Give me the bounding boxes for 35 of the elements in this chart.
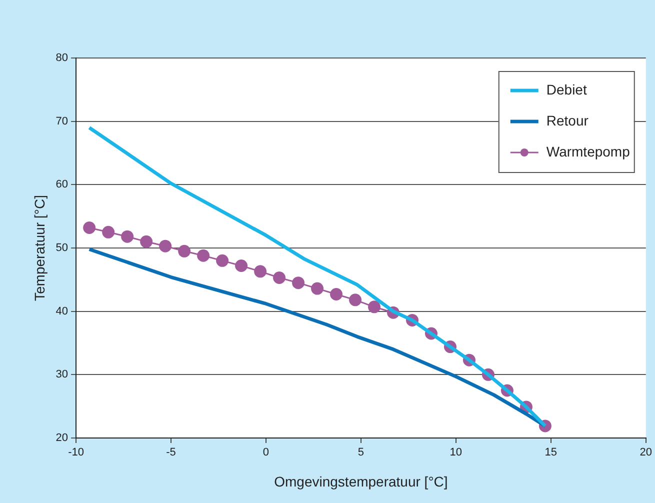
point: [273, 272, 286, 284]
point: [330, 288, 343, 300]
x-tick-label: -10: [68, 446, 84, 459]
legend-label: Retour: [546, 112, 589, 128]
legend-label: Debiet: [546, 81, 587, 98]
legend-label: Warmtepomp: [546, 143, 630, 160]
point: [292, 276, 305, 290]
point: [121, 230, 134, 243]
y-tick-label: 80: [56, 52, 68, 64]
x-tick-label: -5: [166, 446, 176, 459]
x-tick-label: 0: [262, 446, 270, 459]
y-tick-label: 50: [56, 242, 68, 254]
x-axis-title: Omgevingstemperatuur [°C]: [274, 473, 448, 490]
x-tick-label: 5: [358, 446, 364, 459]
point: [216, 254, 229, 267]
point: [235, 259, 248, 272]
y-tick-label: 70: [56, 115, 68, 128]
y-axis-title: Temperatuur [°C]: [31, 195, 48, 301]
x-tick-label: 10: [450, 446, 462, 459]
y-tick-label: 40: [56, 305, 68, 318]
point: [254, 265, 267, 278]
y-tick-label: 60: [56, 178, 68, 191]
y-tick-label: 30: [56, 368, 68, 381]
point: [178, 244, 191, 258]
x-tick-label: 20: [640, 446, 652, 459]
point: [197, 249, 210, 262]
point: [102, 226, 115, 238]
point: [349, 294, 362, 306]
y-tick-label: 20: [56, 432, 68, 444]
point: [140, 235, 153, 248]
point: [311, 282, 324, 295]
point: [368, 300, 381, 314]
point: [159, 240, 172, 252]
point: [83, 221, 96, 234]
x-tick-label: 15: [544, 446, 558, 459]
